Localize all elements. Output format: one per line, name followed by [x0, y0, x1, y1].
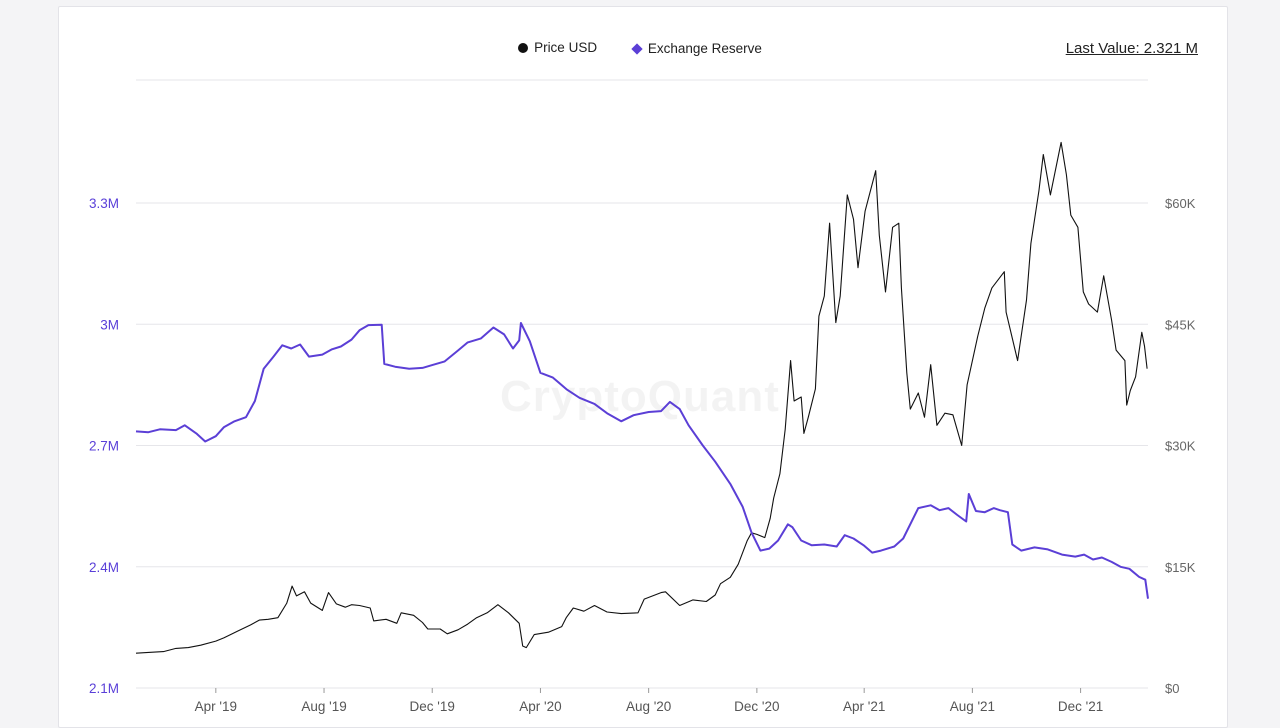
chart-card: [58, 6, 1228, 728]
last-value-label[interactable]: Last Value: 2.321 M: [1065, 40, 1198, 57]
right-tick-label: $15K: [1165, 560, 1196, 575]
right-tick-label: $30K: [1165, 439, 1196, 454]
legend-marker-price: [518, 42, 529, 53]
left-tick-label: 3.3M: [89, 196, 119, 211]
legend-label-reserve: Exchange Reserve: [647, 41, 762, 56]
legend-item-reserve[interactable]: Exchange Reserve: [631, 41, 762, 56]
left-tick-label: 2.1M: [89, 681, 119, 696]
chart-legend: Price USD Exchange Reserve: [0, 40, 1280, 56]
x-tick-label: Apr '20: [519, 699, 561, 714]
right-tick-label: $60K: [1165, 196, 1196, 211]
left-tick-label: 2.7M: [89, 439, 119, 454]
x-tick-label: Aug '20: [626, 699, 671, 714]
right-tick-label: $45K: [1165, 317, 1196, 332]
price-usd-line[interactable]: [135, 141, 1148, 654]
x-tick-label: Aug '21: [950, 699, 995, 714]
right-tick-label: $0: [1165, 681, 1179, 696]
x-tick-label: Aug '19: [301, 699, 346, 714]
left-tick-label: 2.4M: [89, 560, 119, 575]
left-tick-label: 3M: [100, 317, 119, 332]
x-tick-label: Dec '21: [1058, 699, 1103, 714]
exchange-reserve-line[interactable]: [135, 322, 1149, 599]
legend-label-price: Price USD: [534, 40, 598, 55]
legend-item-price[interactable]: Price USD: [518, 40, 597, 55]
x-tick-label: Dec '20: [734, 699, 779, 714]
x-tick-label: Dec '19: [410, 699, 455, 714]
x-tick-label: Apr '21: [843, 699, 885, 714]
x-tick-label: Apr '19: [195, 699, 237, 714]
watermark: CryptoQuant: [500, 372, 780, 422]
